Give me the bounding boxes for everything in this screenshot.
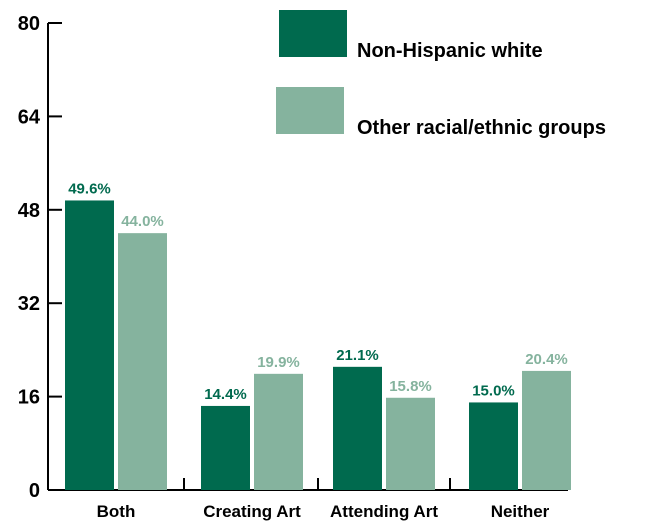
y-tick-label: 32	[18, 293, 40, 315]
bar-other-groups	[118, 233, 167, 490]
bar-other-groups	[522, 370, 571, 490]
y-tick-label: 64	[18, 106, 41, 128]
data-label: 21.1%	[336, 347, 379, 364]
data-label: 15.8%	[389, 378, 432, 395]
bar-non-hispanic-white	[65, 200, 114, 490]
y-tick-label: 80	[18, 13, 40, 35]
bar-other-groups	[254, 373, 303, 490]
x-tick-label: Attending Art	[330, 502, 438, 521]
bar-other-groups	[386, 397, 435, 490]
bars: 49.6% 44.0% 14.4% 19.9% 21.1% 15.8% 15.0% 20.4%	[65, 180, 571, 490]
bar-non-hispanic-white	[201, 405, 250, 490]
x-tick-label: Creating Art	[203, 502, 301, 521]
data-label: 15.0%	[472, 382, 515, 399]
legend-swatch	[279, 10, 347, 57]
x-tick-label: Neither	[491, 502, 550, 521]
legend: Non-Hispanic white Other racial/ethnic gr…	[276, 10, 606, 139]
data-label: 14.4%	[204, 386, 247, 403]
legend-label: Other racial/ethnic groups	[357, 117, 606, 139]
axes: 0 16 32 48 64 80 Both Creating Art Attending Art…	[18, 13, 568, 521]
legend-swatch	[276, 87, 344, 134]
data-label: 44.0%	[121, 213, 164, 230]
bar-non-hispanic-white	[333, 366, 382, 490]
data-label: 19.9%	[257, 354, 300, 371]
y-tick-label: 0	[29, 480, 40, 502]
legend-label: Non-Hispanic white	[357, 40, 543, 62]
bar-non-hispanic-white	[469, 402, 518, 490]
x-tick-label: Both	[97, 502, 136, 521]
y-tick-label: 48	[18, 200, 40, 222]
y-tick-label: 16	[18, 387, 40, 409]
data-label: 49.6%	[68, 180, 111, 197]
data-label: 20.4%	[525, 351, 568, 368]
